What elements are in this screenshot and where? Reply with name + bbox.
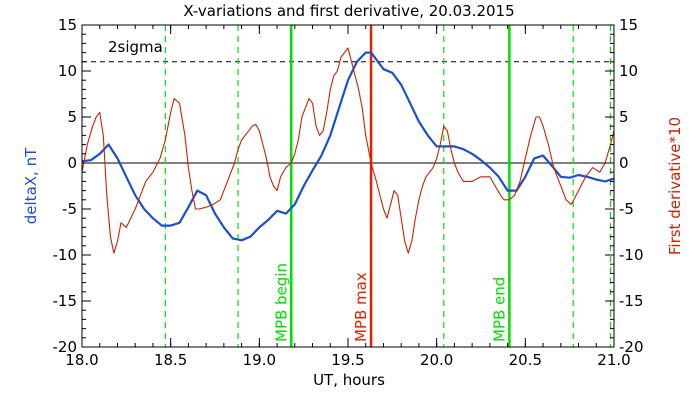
event-markers — [164, 25, 612, 347]
event-marker-label: MPB max — [352, 272, 370, 342]
y-tick-label-right: -5 — [619, 200, 634, 218]
y-tick-label-right: -15 — [619, 292, 644, 310]
x-tick-label: 20.5 — [509, 351, 542, 369]
threshold-label: 2sigma — [108, 38, 163, 56]
reference-lines — [82, 61, 614, 164]
y-tick-label-left: 15 — [58, 16, 77, 34]
y-axis-title-left: deltaX, nT — [22, 147, 40, 224]
marker-labels: MPB begin MPB max MPB end — [272, 263, 508, 342]
y-tick-label-right: 15 — [619, 16, 638, 34]
y-tick-label-left: 5 — [67, 108, 77, 126]
y-tick-label-left: -10 — [53, 246, 78, 264]
x-tick-label: 18.5 — [154, 351, 187, 369]
y-tick-label-left: 0 — [67, 154, 77, 172]
y-tick-label-right: -20 — [619, 338, 644, 356]
y-tick-label-left: -20 — [53, 338, 78, 356]
plot-frame — [81, 24, 615, 348]
event-marker-label: MPB begin — [272, 263, 290, 342]
derivative-series-line — [81, 47, 615, 254]
y-tick-label-right: 5 — [619, 108, 629, 126]
y-tick-label-left: -15 — [53, 292, 78, 310]
y-axis-title-right: First derivative*10 — [666, 117, 684, 255]
event-marker-label: MPB end — [490, 277, 508, 342]
chart-title: X-variations and first derivative, 20.03… — [183, 2, 514, 20]
y-tick-label-right: 0 — [619, 154, 629, 172]
deltax-series-line — [81, 51, 615, 242]
x-tick-label: 21.0 — [597, 351, 630, 369]
x-axis-title: UT, hours — [313, 371, 385, 389]
y-tick-label-right: 10 — [619, 62, 638, 80]
series-lines — [81, 47, 615, 254]
axis-ticks: 18.0 18.5 19.0 19.5 20.0 20.5 21.0-20 -20-15 -15… — [53, 16, 644, 369]
x-tick-label: 20.0 — [420, 351, 453, 369]
x-tick-label: 19.0 — [243, 351, 276, 369]
x-tick-label: 19.5 — [331, 351, 364, 369]
y-tick-label-left: -5 — [62, 200, 77, 218]
y-tick-label-right: -10 — [619, 246, 644, 264]
x-tick-label: 18.0 — [65, 351, 98, 369]
y-tick-label-left: 10 — [58, 62, 77, 80]
